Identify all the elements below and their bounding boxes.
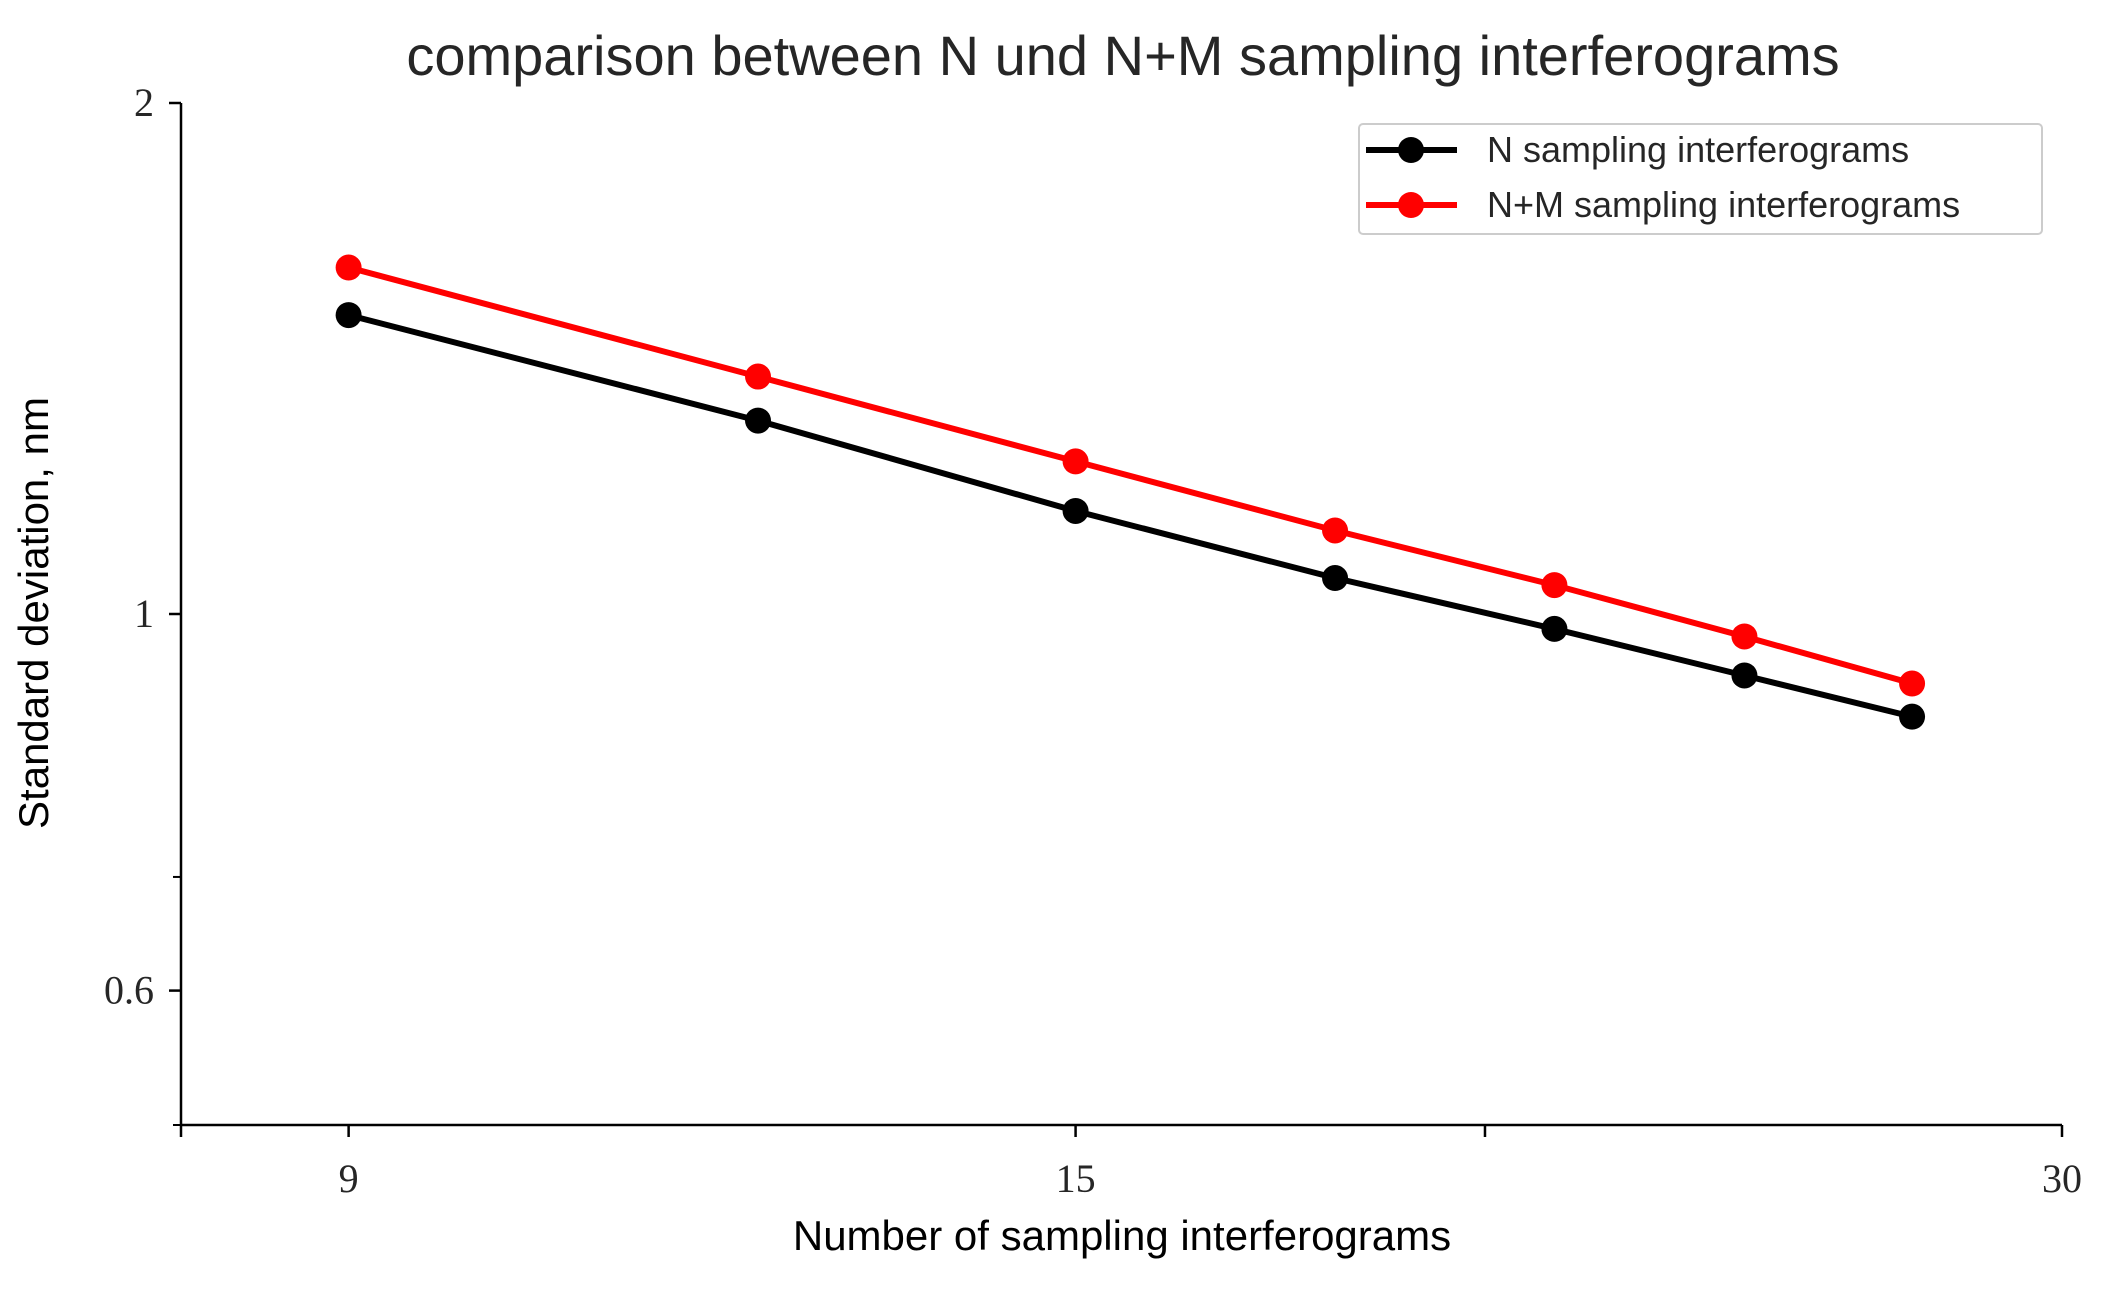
legend-item-1: N sampling interferograms bbox=[1366, 129, 1909, 170]
y-ticks: 0.6 1 2 bbox=[104, 80, 181, 1126]
series-2-point bbox=[745, 363, 772, 390]
x-ticks: 9 15 30 bbox=[179, 1125, 2082, 1201]
legend-label: N+M sampling interferograms bbox=[1487, 184, 1960, 225]
x-axis-label: Number of sampling interferograms bbox=[793, 1212, 1451, 1259]
series-2-point bbox=[1062, 448, 1089, 475]
y-tick-label: 1 bbox=[134, 591, 154, 636]
x-tick-label: 9 bbox=[339, 1156, 359, 1201]
series-2 bbox=[335, 254, 1926, 697]
x-tick-label: 15 bbox=[1056, 1156, 1096, 1201]
series-1-point bbox=[1731, 662, 1758, 689]
y-axis-label: Standard deviation, nm bbox=[10, 397, 57, 829]
legend-swatch-marker bbox=[1398, 137, 1424, 163]
series-1-point bbox=[745, 407, 772, 434]
series-2-point bbox=[1899, 670, 1926, 697]
series-2-point bbox=[335, 254, 362, 281]
y-tick-label: 2 bbox=[134, 80, 154, 125]
series-1-point bbox=[1541, 615, 1568, 642]
series-layer bbox=[335, 254, 1926, 730]
legend-label: N sampling interferograms bbox=[1487, 129, 1909, 170]
x-tick-label: 30 bbox=[2042, 1156, 2082, 1201]
series-1-point bbox=[335, 302, 362, 329]
series-2-point bbox=[1731, 623, 1758, 650]
y-tick-label: 0.6 bbox=[104, 968, 154, 1013]
series-1-point bbox=[1899, 703, 1926, 730]
series-2-point bbox=[1322, 517, 1349, 544]
legend-item-2: N+M sampling interferograms bbox=[1366, 184, 1960, 225]
series-2-point bbox=[1541, 572, 1568, 599]
legend-swatch-marker bbox=[1398, 192, 1424, 218]
legend-frame bbox=[1358, 123, 2043, 235]
chart-title: comparison between N und N+M sampling in… bbox=[406, 24, 1839, 87]
legend: N sampling interferograms N+M sampling in… bbox=[1358, 123, 2043, 235]
series-1-point bbox=[1322, 565, 1349, 592]
series-1 bbox=[335, 302, 1926, 730]
series-1-point bbox=[1062, 497, 1089, 524]
